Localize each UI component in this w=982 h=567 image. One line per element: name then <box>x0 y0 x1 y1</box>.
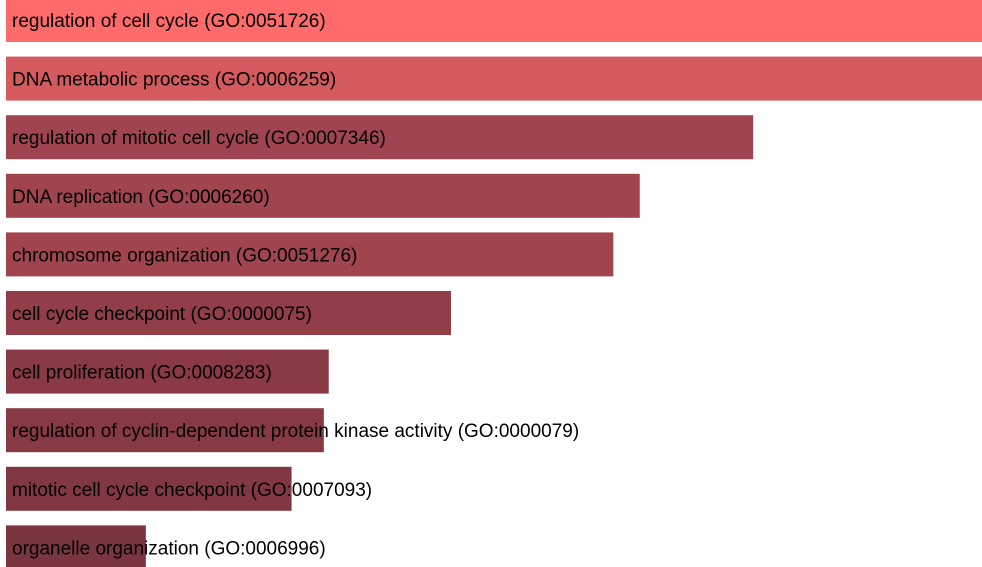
bar-label-7: cell proliferation (GO:0008283) <box>12 363 272 384</box>
bar-1 <box>6 0 982 42</box>
bar-label-4: DNA replication (GO:0006260) <box>12 187 270 208</box>
bar-label-9: mitotic cell cycle checkpoint (GO:000709… <box>12 480 372 501</box>
bar-label-2: DNA metabolic process (GO:0006259) <box>12 70 336 91</box>
bar-label-1: regulation of cell cycle (GO:0051726) <box>12 11 326 32</box>
bar-3 <box>6 115 754 160</box>
bar-label-5: chromosome organization (GO:0051276) <box>12 245 357 266</box>
bar-8 <box>6 408 324 453</box>
bar-label-10: organelle organization (GO:0006996) <box>12 538 326 559</box>
bar-label-6: cell cycle checkpoint (GO:0000075) <box>12 304 312 325</box>
bar-2 <box>6 56 982 101</box>
bar-label-8: regulation of cyclin-dependent protein k… <box>12 421 579 442</box>
bar-4 <box>6 173 640 218</box>
bar-label-3: regulation of mitotic cell cycle (GO:000… <box>12 128 386 149</box>
bar-10 <box>6 525 146 567</box>
bar-7 <box>6 349 329 394</box>
bar-6 <box>6 291 451 335</box>
bar-5 <box>6 232 614 277</box>
bar-9 <box>6 466 292 511</box>
